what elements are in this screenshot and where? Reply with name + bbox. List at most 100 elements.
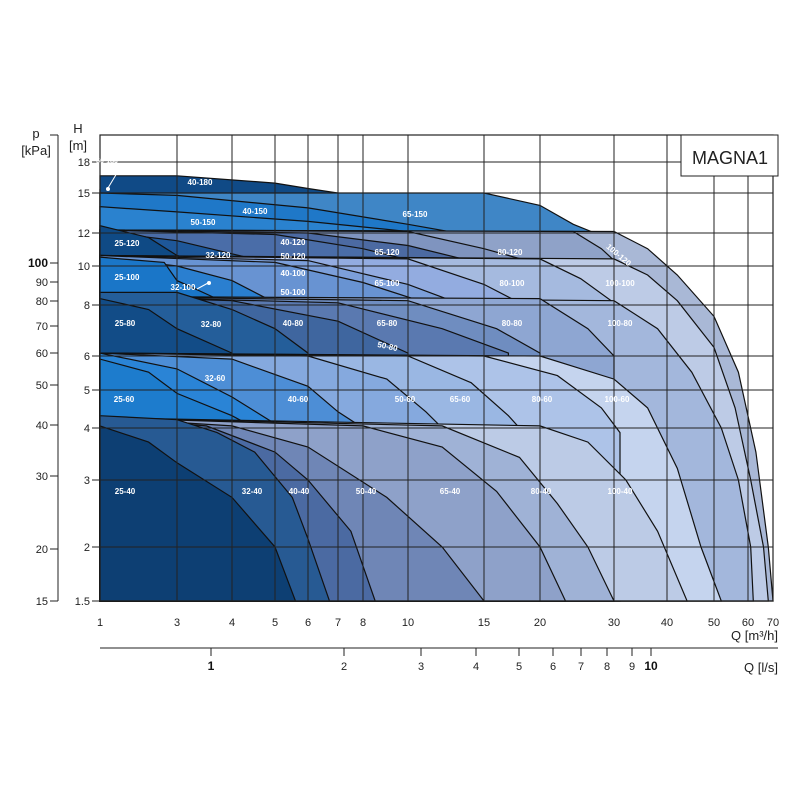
region-label: 50-100 [281, 288, 306, 297]
region-label: 50-60 [395, 395, 416, 404]
x-tick-label: 40 [661, 617, 673, 629]
region-label: 40-60 [288, 395, 309, 404]
region-label: 40-40 [289, 487, 310, 496]
x-tick-label: 1 [97, 617, 103, 629]
region-label: 50-180 [96, 158, 118, 165]
y2-tick-label: 70 [36, 321, 48, 333]
x-axis-label: Q [m³/h] [731, 628, 778, 643]
x2-tick-label: 5 [516, 661, 522, 673]
x-tick-label: 7 [335, 617, 341, 629]
y2-tick-label: 50 [36, 380, 48, 392]
region-label: 32-80 [201, 320, 222, 329]
y2-axis-unit: [kPa] [21, 143, 51, 158]
pointer-32-100 [196, 282, 209, 290]
y-tick-label: 12 [78, 228, 90, 240]
x-tick-label: 70 [767, 617, 779, 629]
plot-frame [99, 134, 774, 602]
region-label: 100-60 [605, 395, 630, 404]
region-label: 65-60 [450, 395, 471, 404]
region-label: 65-100 [375, 279, 400, 288]
region-label: 80-60 [532, 395, 553, 404]
region-label: 25-60 [114, 395, 135, 404]
y-tick-label: 5 [84, 385, 90, 397]
region-label: 40-80 [283, 319, 304, 328]
y-tick-label: 15 [78, 188, 90, 200]
x2-tick-label: 10 [644, 659, 658, 673]
region-label: 32-100 [171, 283, 196, 292]
y-tick-label: 2 [84, 542, 90, 554]
x2-tick-label: 6 [550, 661, 556, 673]
region-label: 80-40 [531, 487, 552, 496]
region-label: 40-180 [188, 178, 213, 187]
y-tick-label: 6 [84, 351, 90, 363]
region-label: 65-120 [375, 248, 400, 257]
x2-tick-label: 9 [629, 661, 635, 673]
region-label: 100-40 [608, 487, 633, 496]
region-label: 32-40 [242, 487, 263, 496]
region-label: 40-100 [281, 269, 306, 278]
x-tick-label: 6 [305, 617, 311, 629]
region-label: 25-120 [115, 239, 140, 248]
x2-tick-label: 4 [473, 661, 479, 673]
x2-tick-label: 1 [208, 659, 215, 673]
y2-tick-label: 60 [36, 348, 48, 360]
y2-tick-label: 30 [36, 471, 48, 483]
y-tick-label: 1.5 [75, 596, 90, 608]
region-label: 65-80 [377, 319, 398, 328]
y-axis-unit: [m] [69, 138, 87, 153]
x-tick-label: 8 [360, 617, 366, 629]
chart-title: MAGNA1 [692, 148, 768, 168]
grid [92, 134, 774, 602]
region-label: 32-60 [205, 374, 226, 383]
y2-tick-label: 100 [28, 256, 48, 270]
region-label: 100-80 [608, 319, 633, 328]
x2-tick-label: 7 [578, 661, 584, 673]
region-label: 80-80 [502, 319, 523, 328]
x2-tick-label: 8 [604, 661, 610, 673]
x-tick-label: 50 [708, 617, 720, 629]
region-label: 65-40 [440, 487, 461, 496]
x-tick-label: 10 [402, 617, 414, 629]
y2-tick-label: 40 [36, 420, 48, 432]
pointer-dot [207, 281, 211, 285]
pump-regions [99, 175, 774, 602]
x-tick-label: 20 [534, 617, 546, 629]
x2-tick-label: 2 [341, 661, 347, 673]
y-axis-label: H [73, 121, 82, 136]
x-tick-label: 5 [272, 617, 278, 629]
pointer-50-180 [107, 167, 121, 189]
region-label: 80-100 [500, 279, 525, 288]
region-label: 25-40 [115, 487, 136, 496]
region-label: 40-120 [281, 238, 306, 247]
x2-tick-label: 3 [418, 661, 424, 673]
region-label: 80-120 [498, 248, 523, 257]
x-tick-label: 3 [174, 617, 180, 629]
region-label: 32-120 [206, 251, 231, 260]
y-tick-label: 10 [78, 261, 90, 273]
region-label: 50-40 [356, 487, 377, 496]
pointer-dot [106, 187, 110, 191]
y2-tick-label: 80 [36, 296, 48, 308]
region-label: 50-80 [377, 340, 399, 353]
axes: 1 3 4 5 6 7 8 10 15 20 30 40 50 60 701.523456810121518… [28, 134, 779, 673]
x2-axis-label: Q [l/s] [744, 660, 778, 675]
region-label: 25-100 [115, 273, 140, 282]
x-tick-label: 60 [742, 617, 754, 629]
y2-tick-label: 15 [36, 596, 48, 608]
x-tick-label: 4 [229, 617, 235, 629]
region-labels: 50-18040-18065-15040-15050-150100-12080-… [96, 158, 635, 496]
region-label: 40-150 [243, 207, 268, 216]
y-tick-label: 3 [84, 475, 90, 487]
y2-tick-label: 20 [36, 544, 48, 556]
region-label: 50-150 [191, 218, 216, 227]
y-tick-label: 18 [78, 157, 90, 169]
x-tick-label: 15 [478, 617, 490, 629]
region-label: 50-120 [281, 252, 306, 261]
y2-tick-label: 90 [36, 277, 48, 289]
y2-axis-label: p [32, 126, 39, 141]
y-tick-label: 4 [84, 423, 90, 435]
y-tick-label: 8 [84, 300, 90, 312]
x-tick-label: 30 [608, 617, 620, 629]
region-label: 25-80 [115, 319, 136, 328]
